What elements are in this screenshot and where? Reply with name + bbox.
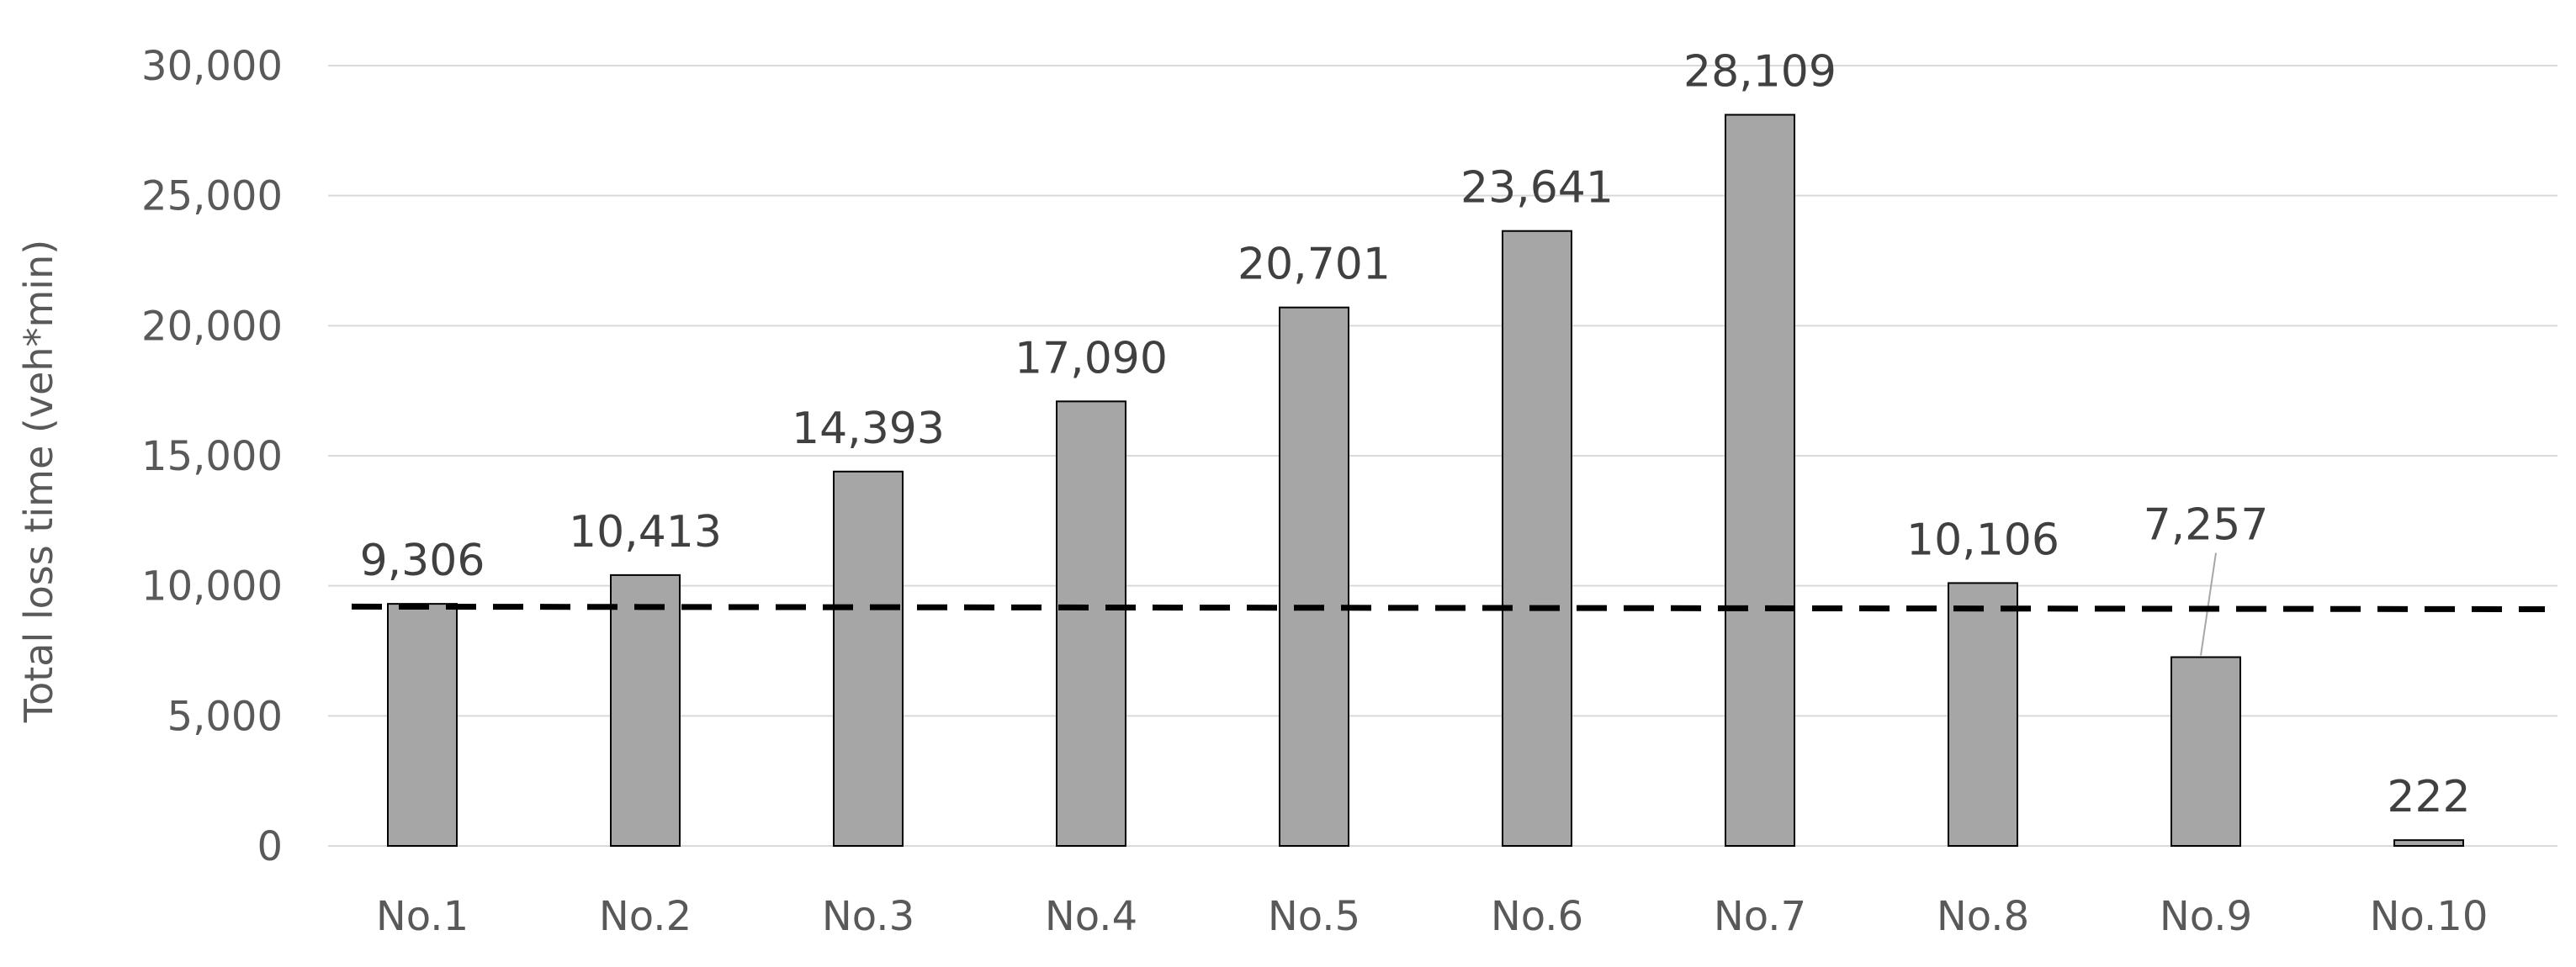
y-axis-title: Total loss time (veh*min) <box>16 240 61 723</box>
y-tick-label: 25,000 <box>141 173 283 220</box>
bars <box>387 114 2464 848</box>
bar <box>1502 230 1572 847</box>
x-tick-label: No.1 <box>376 893 469 940</box>
data-labels: 9,306 10,413 14,393 17,090 20,701 23,641 28,10… <box>360 46 2471 822</box>
bar <box>1279 306 1349 848</box>
data-label: 222 <box>2387 772 2470 822</box>
reference-line <box>351 603 2546 613</box>
x-tick-label: No.4 <box>1045 893 1137 940</box>
bar <box>833 470 904 848</box>
data-label: 7,257 <box>2144 500 2269 551</box>
x-axis-tick-labels: No.1 No.2 No.3 No.4 No.5 No.6 No.7 No.8 No.9 No.1… <box>376 893 2489 940</box>
reference-line-group <box>351 603 2546 613</box>
x-tick-label: No.5 <box>1268 893 1360 940</box>
data-label: 17,090 <box>1015 333 1168 383</box>
y-tick-label: 15,000 <box>141 433 283 480</box>
data-label: 10,106 <box>1906 515 2059 565</box>
bar <box>2393 839 2464 848</box>
leader-lines <box>2200 552 2217 656</box>
y-tick-label: 0 <box>257 823 283 870</box>
bar <box>1725 114 1795 847</box>
x-tick-label: No.7 <box>1714 893 1806 940</box>
data-label: 28,109 <box>1683 46 1837 97</box>
data-label: 9,306 <box>360 536 485 586</box>
y-tick-label: 10,000 <box>141 563 283 610</box>
bar <box>2171 656 2241 847</box>
x-tick-label: No.3 <box>822 893 914 940</box>
y-tick-label: 5,000 <box>167 693 283 740</box>
y-axis-tick-labels: 0 5,000 10,000 15,000 20,000 25,000 30,000 <box>141 43 283 870</box>
y-tick-label: 20,000 <box>141 303 283 350</box>
bar <box>1056 400 1126 848</box>
x-tick-label: No.8 <box>1937 893 2029 940</box>
x-tick-label: No.6 <box>1491 893 1583 940</box>
bar <box>610 573 681 847</box>
x-tick-label: No.10 <box>2370 893 2489 940</box>
data-label: 20,701 <box>1238 240 1391 290</box>
y-tick-label: 30,000 <box>141 43 283 90</box>
data-label: 14,393 <box>792 404 945 454</box>
x-tick-label: No.9 <box>2160 893 2252 940</box>
leader-line <box>2200 552 2217 656</box>
x-tick-label: No.2 <box>599 893 692 940</box>
gridlines <box>328 65 2557 847</box>
bar <box>387 603 458 847</box>
data-label: 23,641 <box>1460 163 1614 214</box>
data-label: 10,413 <box>569 507 722 557</box>
bar <box>1948 582 2018 848</box>
